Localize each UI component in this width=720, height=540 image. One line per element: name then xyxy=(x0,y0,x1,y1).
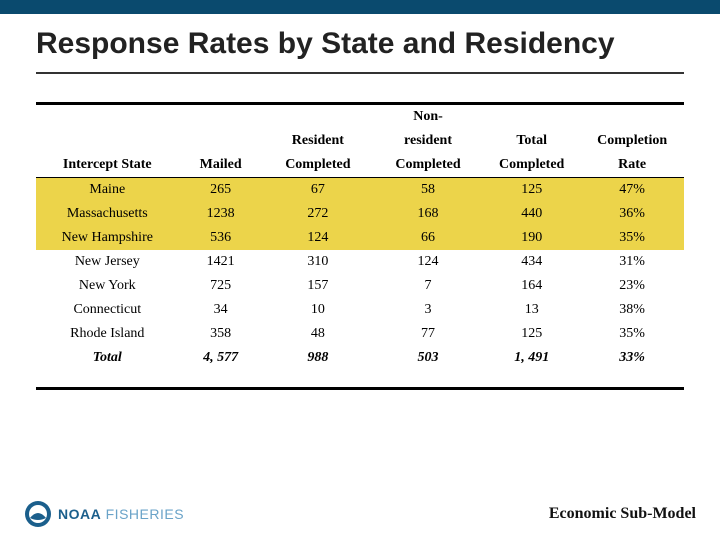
table-row: Maine265675812547% xyxy=(36,178,684,203)
response-rates-table: Non-ResidentresidentTotalCompletionInter… xyxy=(36,102,684,390)
table-cell: 1421 xyxy=(179,250,263,274)
table-cell: 190 xyxy=(483,226,580,250)
table-cell: 272 xyxy=(263,202,373,226)
table-cell: 310 xyxy=(263,250,373,274)
table-row: Connecticut341031338% xyxy=(36,298,684,322)
logo-text-b: FISHERIES xyxy=(101,506,184,522)
table-header-cell: Total xyxy=(483,129,580,153)
table-total-row: Total4, 5779885031, 49133% xyxy=(36,346,684,370)
table-cell: Connecticut xyxy=(36,298,179,322)
table-header-cell xyxy=(179,104,263,130)
logo-text-a: NOAA xyxy=(58,506,101,522)
content-area: Response Rates by State and Residency No… xyxy=(0,14,720,390)
logo-text: NOAA FISHERIES xyxy=(58,506,184,522)
table-container: Non-ResidentresidentTotalCompletionInter… xyxy=(36,102,684,390)
table-cell: 38% xyxy=(580,298,684,322)
table-header-cell: Completed xyxy=(373,153,483,178)
table-header-cell xyxy=(580,104,684,130)
table-cell: 503 xyxy=(373,346,483,370)
table-header-cell: Non- xyxy=(373,104,483,130)
table-cell: 434 xyxy=(483,250,580,274)
table-cell: 725 xyxy=(179,274,263,298)
table-row: New Hampshire5361246619035% xyxy=(36,226,684,250)
table-cell: 988 xyxy=(263,346,373,370)
table-header-cell xyxy=(179,129,263,153)
table-cell: 124 xyxy=(373,250,483,274)
table-cell: 168 xyxy=(373,202,483,226)
table-cell: 125 xyxy=(483,178,580,203)
footer-right-text: Economic Sub-Model xyxy=(549,505,696,523)
table-cell: 157 xyxy=(263,274,373,298)
table-cell: New Hampshire xyxy=(36,226,179,250)
table-cell: 164 xyxy=(483,274,580,298)
table-cell: 35% xyxy=(580,322,684,346)
table-cell: 1, 491 xyxy=(483,346,580,370)
table-header-cell: Mailed xyxy=(179,153,263,178)
table-cell: 58 xyxy=(373,178,483,203)
table-cell: 440 xyxy=(483,202,580,226)
table-cell: 23% xyxy=(580,274,684,298)
table-cell: New Jersey xyxy=(36,250,179,274)
table-header-cell: Completed xyxy=(483,153,580,178)
table-cell: Rhode Island xyxy=(36,322,179,346)
table-cell: 124 xyxy=(263,226,373,250)
table-cell: 67 xyxy=(263,178,373,203)
table-cell: New York xyxy=(36,274,179,298)
table-cell: 1238 xyxy=(179,202,263,226)
table-cell: 358 xyxy=(179,322,263,346)
table-cell: Total xyxy=(36,346,179,370)
table-header-cell xyxy=(263,104,373,130)
page-title: Response Rates by State and Residency xyxy=(36,26,684,74)
table-row: Rhode Island358487712535% xyxy=(36,322,684,346)
table-cell: 3 xyxy=(373,298,483,322)
table-cell: Massachusetts xyxy=(36,202,179,226)
table-header-cell: Completion xyxy=(580,129,684,153)
table-header-cell: resident xyxy=(373,129,483,153)
table-row: New Jersey142131012443431% xyxy=(36,250,684,274)
table-cell: 536 xyxy=(179,226,263,250)
table-cell: Maine xyxy=(36,178,179,203)
table-body: Maine265675812547%Massachusetts123827216… xyxy=(36,178,684,390)
table-cell: 33% xyxy=(580,346,684,370)
table-cell: 66 xyxy=(373,226,483,250)
table-header-cell: Resident xyxy=(263,129,373,153)
table-header-cell: Intercept State xyxy=(36,153,179,178)
top-bar xyxy=(0,0,720,14)
noaa-seal-icon xyxy=(24,500,52,528)
table-header-cell: Completed xyxy=(263,153,373,178)
table-cell: 31% xyxy=(580,250,684,274)
table-cell: 4, 577 xyxy=(179,346,263,370)
spacer xyxy=(36,370,684,388)
table-cell: 125 xyxy=(483,322,580,346)
table-header-cell xyxy=(36,129,179,153)
table-header-cell xyxy=(36,104,179,130)
table-header-cell xyxy=(483,104,580,130)
bottom-rule xyxy=(36,388,684,390)
table-cell: 77 xyxy=(373,322,483,346)
table-row: New York725157716423% xyxy=(36,274,684,298)
table-cell: 34 xyxy=(179,298,263,322)
table-header-cell: Rate xyxy=(580,153,684,178)
table-cell: 48 xyxy=(263,322,373,346)
table-cell: 265 xyxy=(179,178,263,203)
noaa-logo: NOAA FISHERIES xyxy=(24,500,184,528)
table-cell: 10 xyxy=(263,298,373,322)
table-cell: 36% xyxy=(580,202,684,226)
table-cell: 35% xyxy=(580,226,684,250)
table-cell: 7 xyxy=(373,274,483,298)
table-header: Non-ResidentresidentTotalCompletion Inter… xyxy=(36,104,684,178)
table-cell: 13 xyxy=(483,298,580,322)
table-row: Massachusetts123827216844036% xyxy=(36,202,684,226)
footer: NOAA FISHERIES Economic Sub-Model xyxy=(0,500,720,528)
table-cell: 47% xyxy=(580,178,684,203)
